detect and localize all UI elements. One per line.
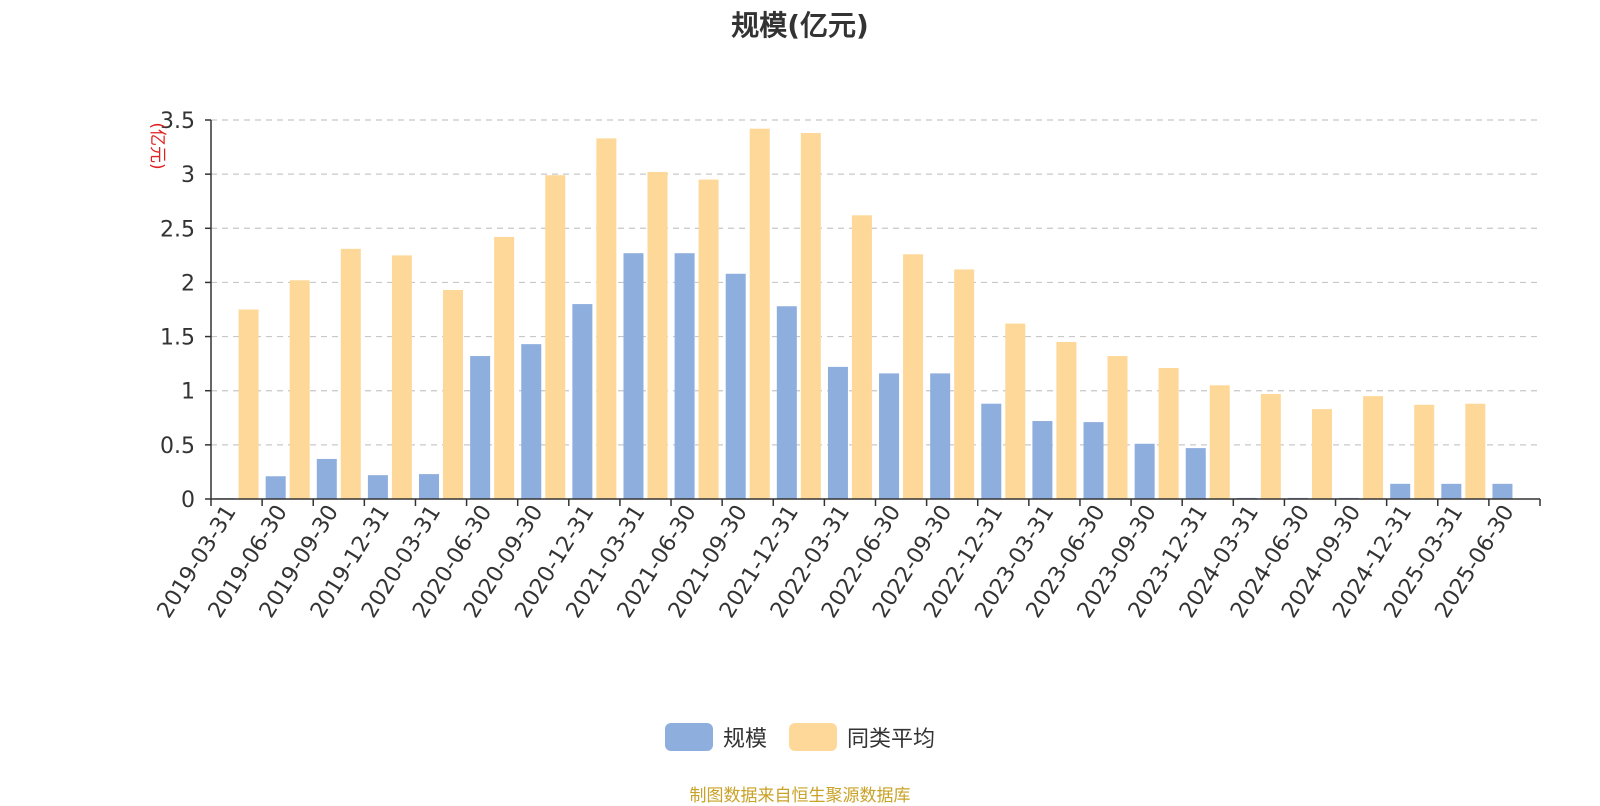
bar-scale[interactable] [521, 344, 542, 499]
legend: 规模 同类平均 [0, 721, 1600, 753]
bar-scale[interactable] [265, 476, 286, 499]
bar-peer-average[interactable] [1260, 393, 1281, 499]
bar-peer-average[interactable] [1005, 323, 1026, 499]
bar-peer-average[interactable] [494, 236, 515, 499]
bar-peer-average[interactable] [903, 254, 924, 499]
legend-label-peer-average: 同类平均 [847, 727, 936, 752]
bar-scale[interactable] [1185, 448, 1206, 499]
bar-scale[interactable] [367, 475, 388, 499]
bar-peer-average[interactable] [954, 269, 975, 499]
bar-peer-average[interactable] [1107, 356, 1128, 499]
bar-peer-average[interactable] [1158, 367, 1179, 499]
bar-scale[interactable] [776, 306, 797, 499]
y-tick-label: 0 [181, 488, 195, 513]
bar-scale[interactable] [419, 474, 440, 499]
gridlines [211, 119, 1540, 446]
chart-title: 规模(亿元) [731, 9, 869, 42]
y-tick-label: 0.5 [160, 434, 195, 459]
bar-scale[interactable] [930, 373, 951, 499]
y-axis-label: (亿元) [147, 122, 167, 169]
bar-peer-average[interactable] [443, 290, 464, 499]
legend-swatch-scale [664, 723, 713, 751]
legend-swatch-peer-average [789, 723, 837, 751]
bar-scale[interactable] [572, 304, 593, 499]
bar-peer-average[interactable] [1056, 341, 1077, 499]
bar-peer-average[interactable] [391, 255, 412, 499]
y-tick-label: 1.5 [160, 326, 195, 351]
bar-scale[interactable] [1032, 421, 1053, 499]
bar-scale[interactable] [1492, 483, 1513, 499]
bar-scale[interactable] [725, 273, 746, 499]
bar-scale[interactable] [470, 356, 491, 499]
bar-peer-average[interactable] [1311, 409, 1332, 499]
bar-scale[interactable] [827, 366, 848, 499]
bars [214, 128, 1513, 500]
y-tick-label: 2.5 [160, 217, 195, 242]
bar-peer-average[interactable] [1465, 403, 1486, 499]
bar-peer-average[interactable] [647, 171, 668, 499]
legend-item-peer-average[interactable]: 同类平均 [789, 721, 935, 753]
bar-peer-average[interactable] [749, 128, 770, 500]
bar-scale[interactable] [981, 403, 1002, 499]
bar-scale[interactable] [316, 458, 337, 499]
y-tick-label: 3 [181, 163, 195, 188]
y-tick-label: 1 [181, 380, 195, 405]
bar-scale[interactable] [623, 253, 644, 499]
legend-label-scale: 规模 [722, 727, 767, 752]
legend-item-scale[interactable]: 规模 [664, 721, 767, 753]
bar-scale[interactable] [1134, 443, 1155, 499]
bar-scale[interactable] [674, 253, 695, 499]
bar-peer-average[interactable] [851, 215, 872, 499]
bar-peer-average[interactable] [800, 132, 821, 499]
bar-peer-average[interactable] [340, 248, 361, 499]
bar-peer-average[interactable] [238, 309, 259, 500]
bar-peer-average[interactable] [698, 179, 719, 500]
bar-peer-average[interactable] [1363, 396, 1384, 499]
y-tick-label: 2 [181, 271, 195, 296]
bar-scale[interactable] [1390, 483, 1411, 499]
bar-peer-average[interactable] [596, 138, 617, 499]
bar-peer-average[interactable] [289, 280, 310, 499]
bar-peer-average[interactable] [545, 175, 566, 499]
y-tick-label: 3.5 [160, 109, 195, 134]
bar-peer-average[interactable] [1414, 404, 1435, 499]
bar-scale[interactable] [1083, 422, 1104, 499]
source-note: 制图数据来自恒生聚源数据库 [689, 786, 911, 806]
bar-scale[interactable] [1441, 483, 1462, 499]
bar-peer-average[interactable] [1209, 385, 1230, 499]
bar-scale[interactable] [879, 373, 900, 499]
